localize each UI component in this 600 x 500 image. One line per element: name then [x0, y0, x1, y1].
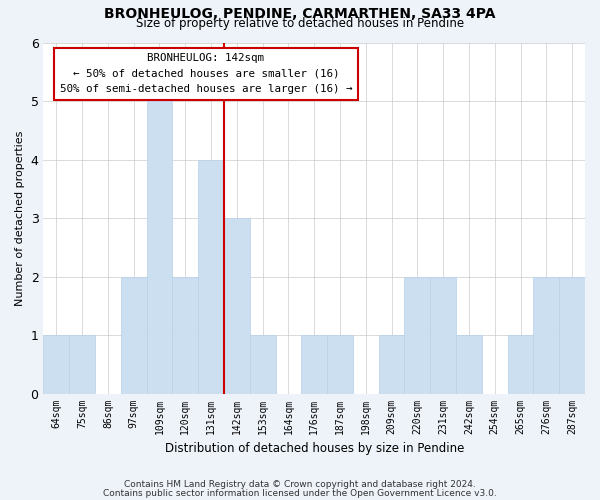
Bar	[379, 335, 404, 394]
Text: BRONHEULOG, PENDINE, CARMARTHEN, SA33 4PA: BRONHEULOG, PENDINE, CARMARTHEN, SA33 4P…	[104, 8, 496, 22]
Bar	[456, 335, 482, 394]
Bar	[172, 276, 198, 394]
Bar	[250, 335, 275, 394]
Bar	[508, 335, 533, 394]
Bar	[404, 276, 430, 394]
Bar	[43, 335, 69, 394]
Text: BRONHEULOG: 142sqm
← 50% of detached houses are smaller (16)
50% of semi-detache: BRONHEULOG: 142sqm ← 50% of detached hou…	[59, 53, 352, 94]
Bar	[224, 218, 250, 394]
Bar	[146, 101, 172, 394]
Bar	[69, 335, 95, 394]
Bar	[430, 276, 456, 394]
X-axis label: Distribution of detached houses by size in Pendine: Distribution of detached houses by size …	[164, 442, 464, 455]
Bar	[559, 276, 585, 394]
Bar	[198, 160, 224, 394]
Text: Contains HM Land Registry data © Crown copyright and database right 2024.: Contains HM Land Registry data © Crown c…	[124, 480, 476, 489]
Y-axis label: Number of detached properties: Number of detached properties	[15, 130, 25, 306]
Text: Size of property relative to detached houses in Pendine: Size of property relative to detached ho…	[136, 18, 464, 30]
Bar	[327, 335, 353, 394]
Text: Contains public sector information licensed under the Open Government Licence v3: Contains public sector information licen…	[103, 488, 497, 498]
Bar	[121, 276, 146, 394]
Bar	[301, 335, 327, 394]
Bar	[533, 276, 559, 394]
